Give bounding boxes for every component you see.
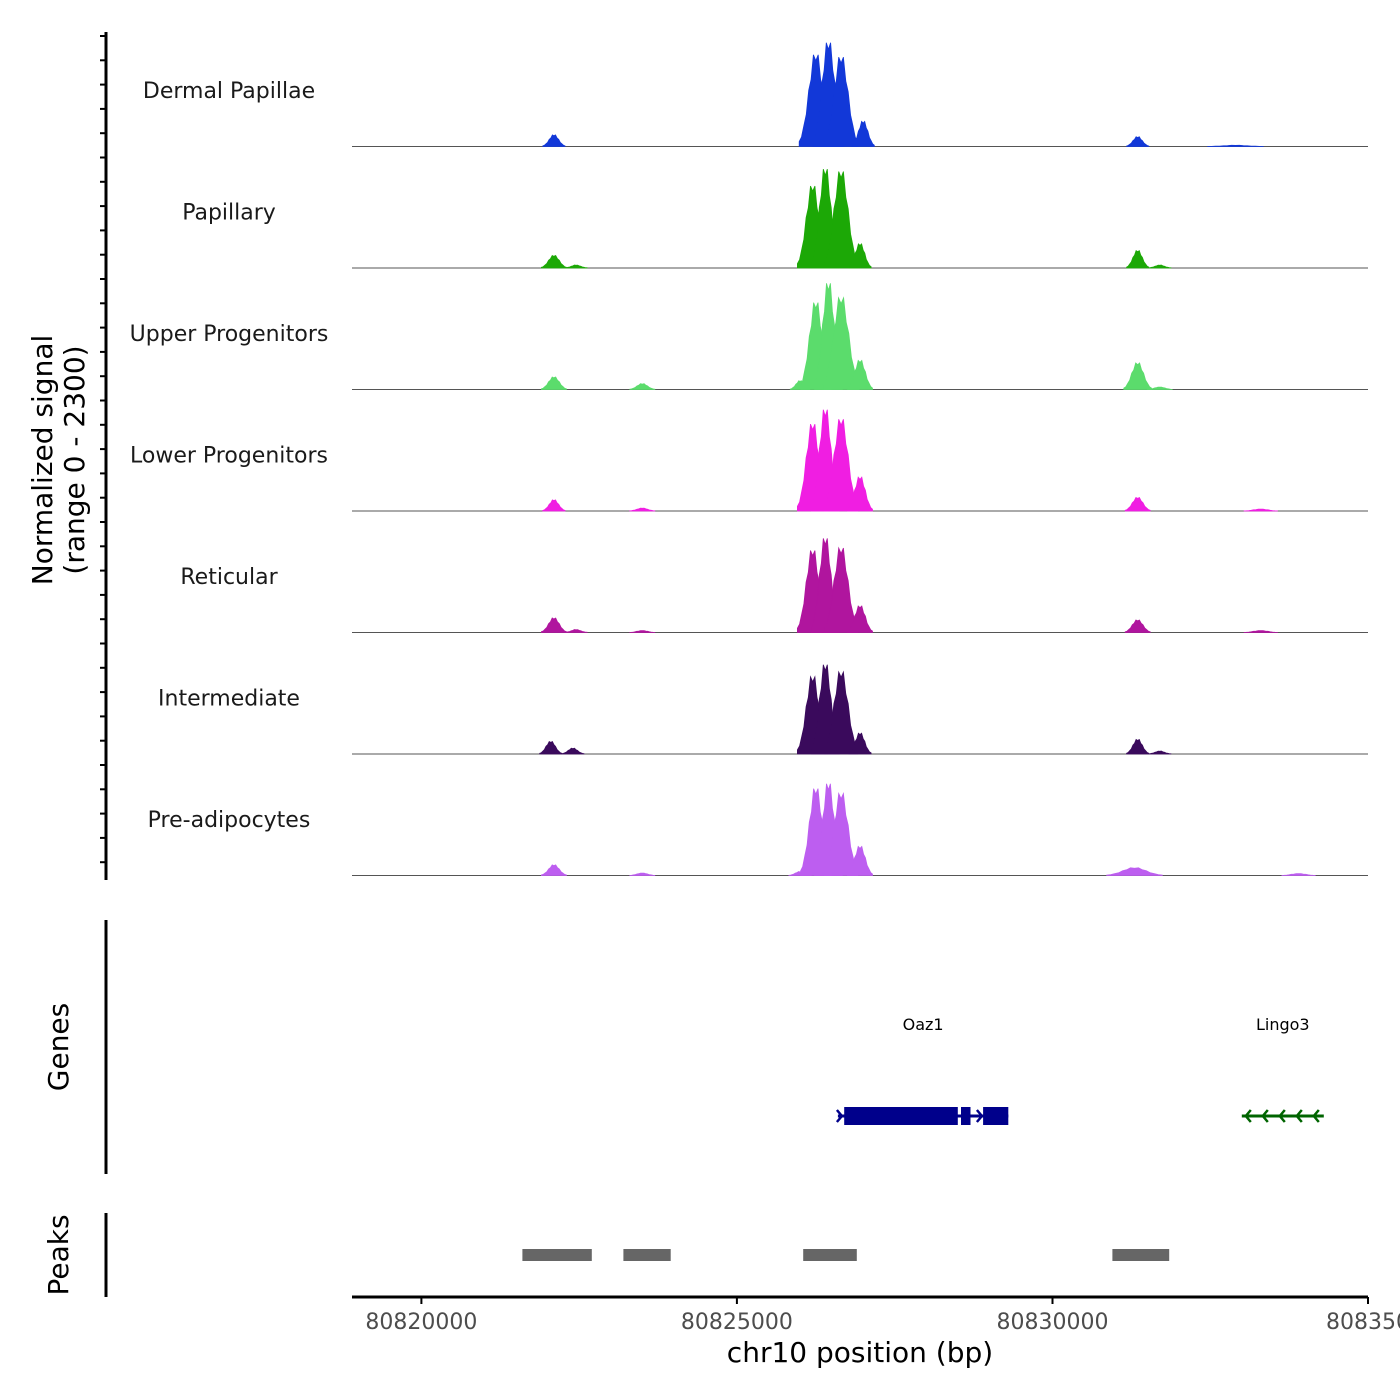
- track-label: Pre-adipocytes: [148, 808, 311, 833]
- strand-arrow: [1312, 1109, 1320, 1123]
- coverage-peak: [1146, 386, 1173, 390]
- strand-arrow: [975, 1109, 984, 1123]
- gene-exon: [961, 1107, 971, 1125]
- track-papillary: Papillary: [182, 168, 1368, 269]
- track-label: Lower Progenitors: [130, 444, 328, 469]
- strand-arrow: [835, 1109, 844, 1123]
- x-tick-label: 80820000: [365, 1310, 477, 1335]
- strand-arrow: [863, 1109, 872, 1123]
- gene-exon: [983, 1107, 1009, 1125]
- coverage-peak: [1207, 144, 1264, 147]
- y-axis-title-line2: (range 0 - 2300): [58, 345, 91, 574]
- gene-oaz1: Oaz1: [835, 1015, 1009, 1125]
- strand-arrow: [1244, 1109, 1252, 1123]
- y-axis-title-line1: Normalized signal: [26, 335, 59, 586]
- coverage-peak: [629, 507, 656, 512]
- signal-y-axis: [100, 32, 108, 880]
- track-lower-progenitors: Lower Progenitors: [130, 409, 1368, 512]
- coverage-peak: [1123, 362, 1152, 390]
- coverage-peak: [629, 383, 656, 390]
- peak-region: [1112, 1249, 1170, 1261]
- track-label: Papillary: [182, 201, 276, 226]
- peaks-track-label: Peaks: [42, 1214, 75, 1295]
- gene-lingo3: Lingo3: [1241, 1015, 1324, 1123]
- coverage-peak: [629, 630, 656, 633]
- coverage-peak: [539, 740, 563, 755]
- coverage-peak: [564, 629, 588, 633]
- coverage-peak: [1243, 630, 1278, 633]
- coverage-peak: [848, 732, 872, 755]
- coverage-peak: [847, 605, 873, 633]
- x-tick-label: 80830000: [997, 1310, 1109, 1335]
- coverage-peak: [541, 254, 567, 269]
- track-label: Dermal Papillae: [143, 79, 315, 104]
- strand-arrow: [1261, 1109, 1269, 1123]
- coverage-peak: [824, 57, 859, 147]
- strand-arrow: [919, 1109, 928, 1123]
- track-label: Intermediate: [158, 687, 300, 712]
- track-label: Upper Progenitors: [130, 322, 329, 347]
- peaks-track: [522, 1249, 1170, 1261]
- coverage-peak: [541, 617, 567, 633]
- coverage-peak: [847, 476, 873, 512]
- coverage-peak: [1124, 619, 1151, 633]
- x-tick-label: 80825000: [681, 1310, 793, 1335]
- genes-track-label: Genes: [42, 1003, 75, 1091]
- coverage-peak: [1148, 264, 1172, 269]
- coverage-peak: [1126, 738, 1150, 755]
- x-tick-label: 808350: [1326, 1310, 1400, 1335]
- track-upper-progenitors: Upper Progenitors: [130, 283, 1368, 390]
- gene-label: Oaz1: [903, 1015, 944, 1034]
- strand-arrow: [891, 1109, 900, 1123]
- coverage-peak: [1124, 496, 1151, 512]
- coverage-peak: [542, 499, 566, 512]
- signal-tracks: Dermal Papillae Papillary Upper Progenitor…: [130, 42, 1368, 876]
- track-label: Reticular: [180, 565, 278, 590]
- coverage-peak: [847, 359, 873, 390]
- x-axis-ticks: 80820000 80825000 80830000 808350: [365, 1297, 1400, 1335]
- strand-arrow: [1295, 1109, 1303, 1123]
- track-pre-adipocytes: Pre-adipocytes: [148, 783, 1368, 876]
- coverage-peak: [564, 264, 588, 269]
- coverage-peak: [847, 845, 873, 876]
- peak-region: [803, 1249, 857, 1261]
- coverage-peak: [1148, 750, 1172, 755]
- peak-region: [623, 1249, 671, 1261]
- coverage-peak: [1126, 249, 1150, 269]
- x-axis-title: chr10 position (bp): [727, 1336, 993, 1369]
- gene-exon: [844, 1107, 958, 1125]
- strand-arrow: [947, 1109, 956, 1123]
- coverage-peak: [541, 376, 567, 390]
- coverage-peak: [561, 747, 585, 755]
- coverage-peak: [1126, 136, 1150, 147]
- coverage-peak: [1243, 508, 1278, 512]
- coverage-peak: [1106, 867, 1163, 876]
- coverage-peak: [1281, 873, 1316, 876]
- gene-label: Lingo3: [1256, 1015, 1310, 1034]
- track-dermal-papillae: Dermal Papillae: [143, 42, 1368, 147]
- genes-track: Oaz1 Lingo3: [835, 1015, 1324, 1125]
- coverage-peak: [542, 134, 566, 147]
- coverage-peak: [629, 872, 656, 876]
- strand-arrow: [1278, 1109, 1286, 1123]
- coverage-peak: [851, 120, 875, 147]
- track-intermediate: Intermediate: [158, 664, 1368, 755]
- track-reticular: Reticular: [180, 538, 1368, 633]
- peak-region: [522, 1249, 592, 1261]
- coverage-peak: [541, 864, 567, 876]
- coverage-peak: [848, 243, 872, 269]
